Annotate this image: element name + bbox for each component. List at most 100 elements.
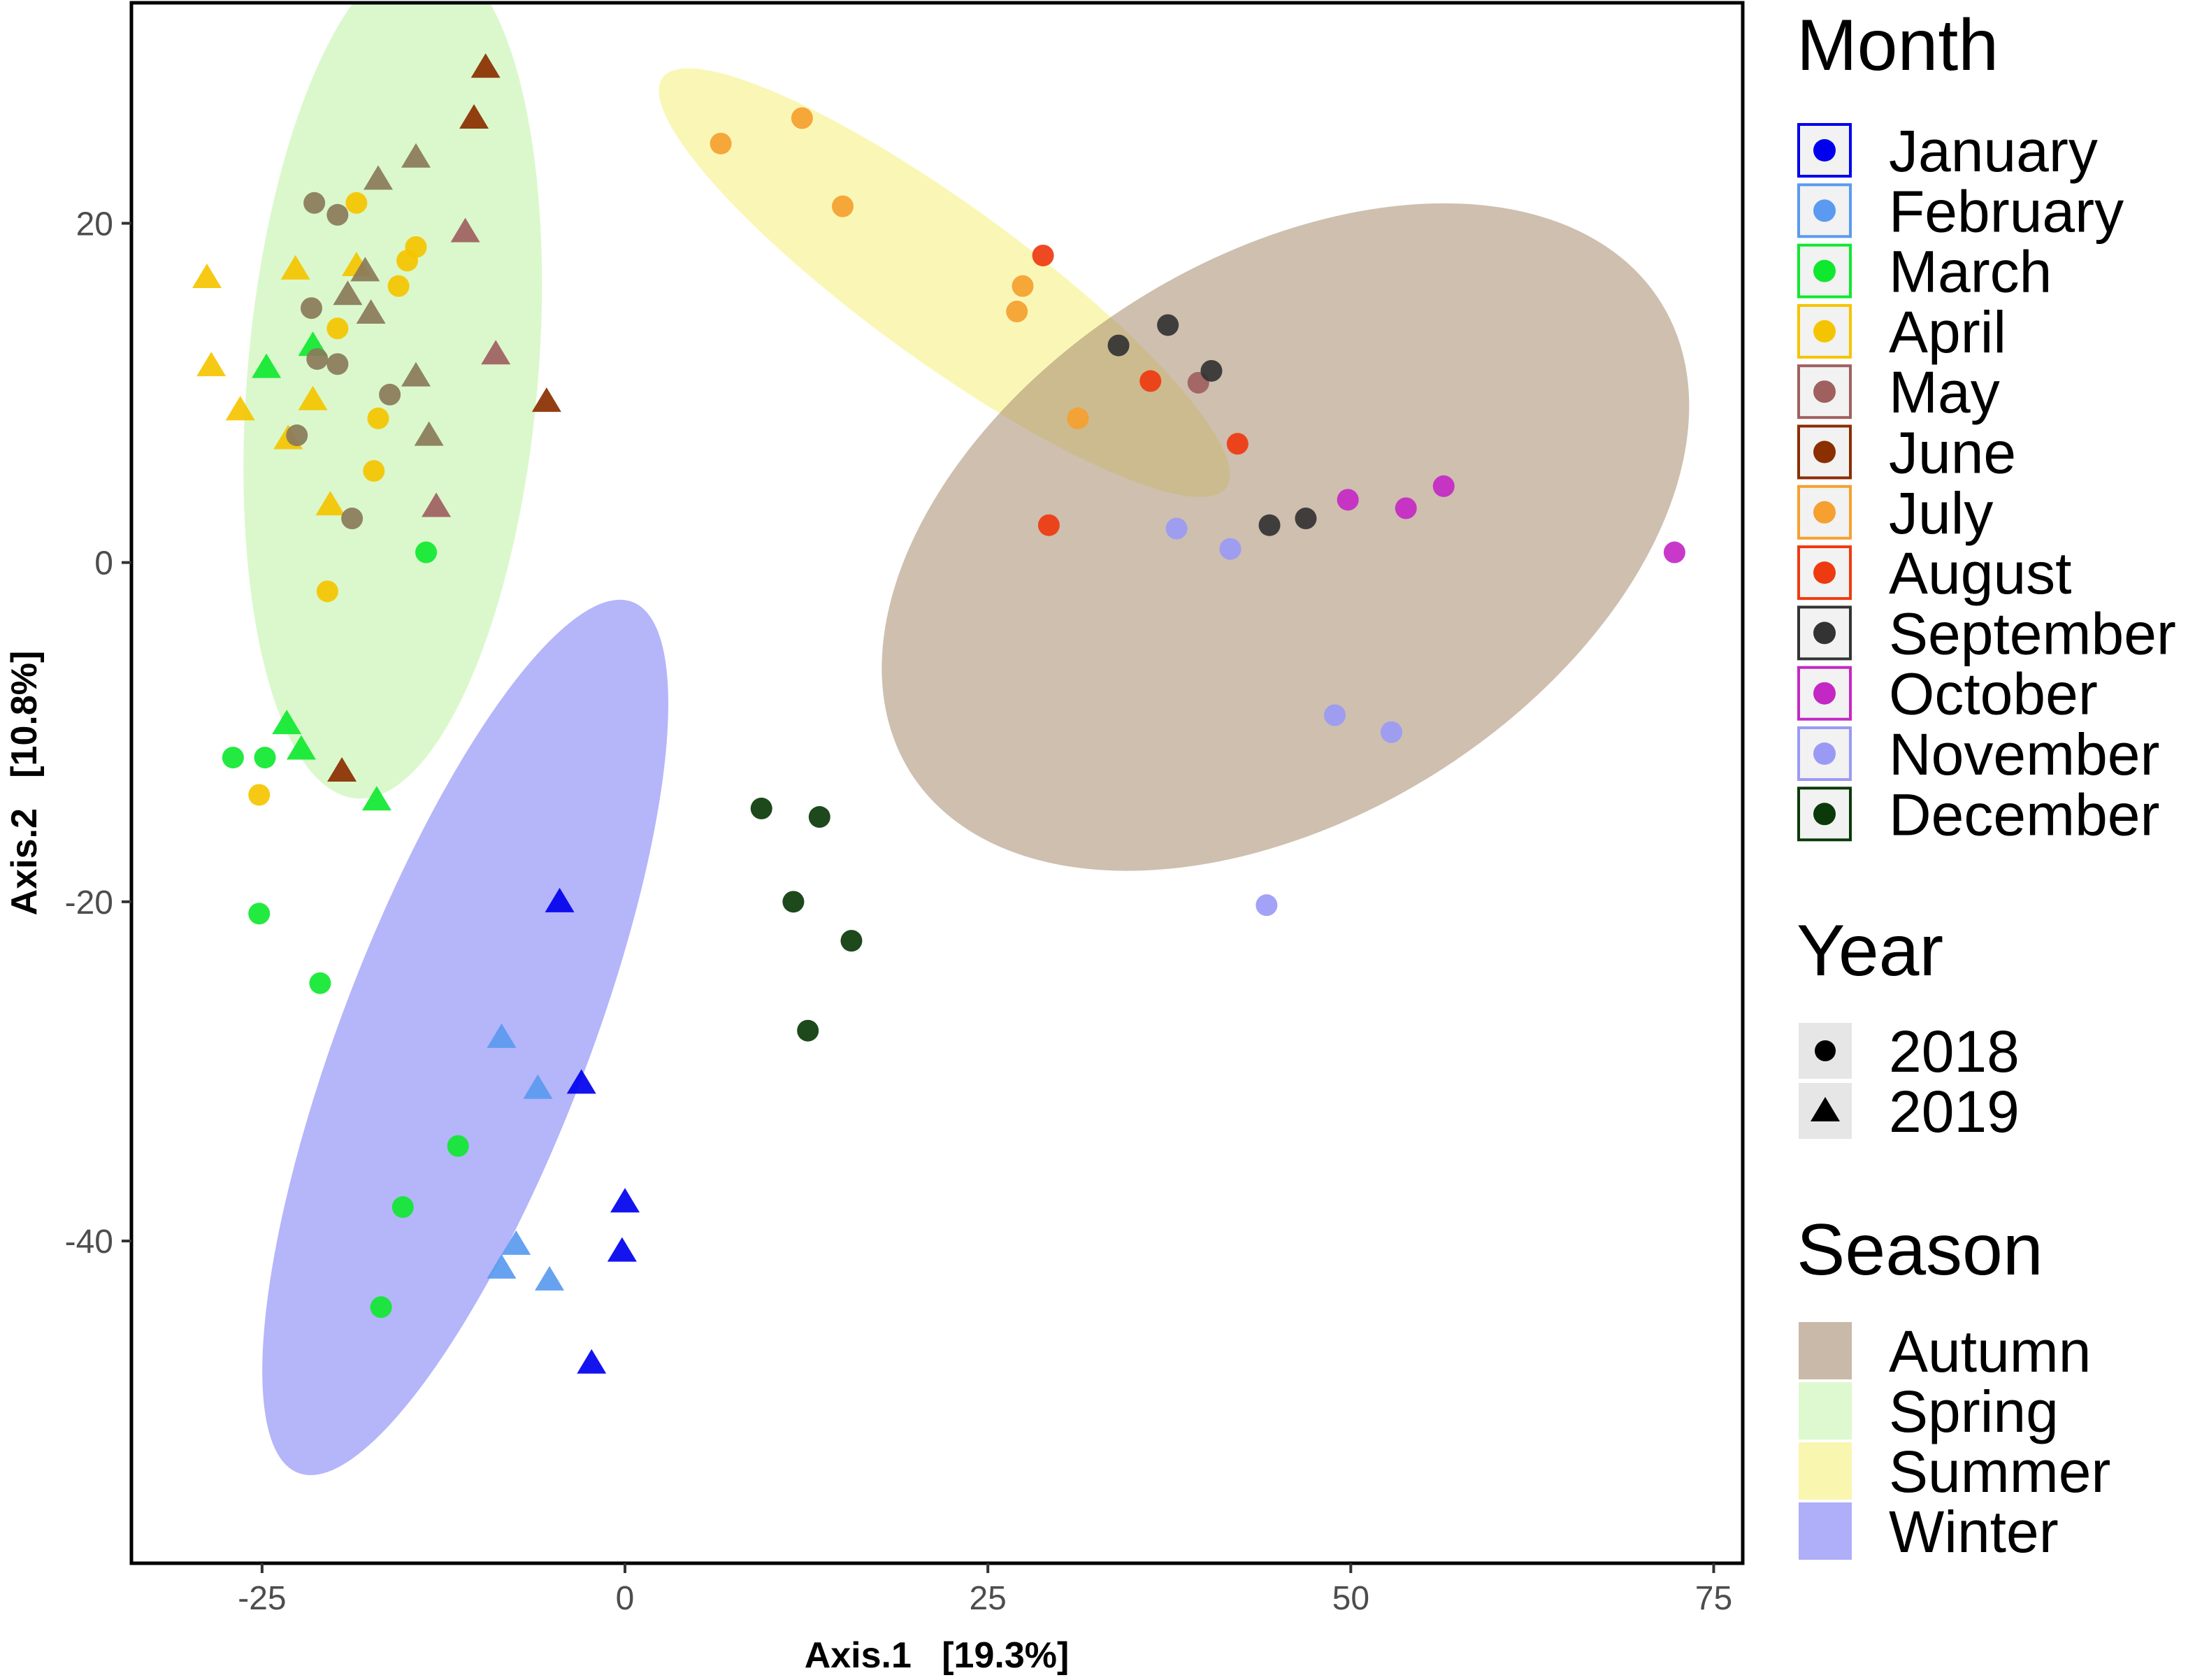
point-spring-overlap-2019 — [401, 143, 431, 168]
legend-season-swatch — [1799, 1502, 1852, 1560]
point-may-2019 — [481, 340, 511, 365]
y-axis-title: Axis.2 [10.8%] — [4, 651, 45, 916]
legend-season-label: Autumn — [1889, 1319, 2092, 1384]
point-april-2019 — [315, 491, 345, 516]
point-september-2018 — [1157, 314, 1179, 336]
point-july-2018 — [1012, 275, 1034, 297]
point-december-2018 — [840, 930, 863, 952]
point-september-2018 — [1200, 359, 1223, 382]
point-july-2018 — [1067, 407, 1089, 429]
legend-month-swatch — [1813, 561, 1836, 584]
point-april-2019 — [225, 396, 255, 421]
legend-season-label: Spring — [1889, 1379, 2059, 1444]
point-april-2018 — [363, 460, 385, 482]
legend-month-swatch — [1813, 622, 1836, 645]
point-august-2018 — [1032, 244, 1054, 266]
point-april-2018 — [345, 192, 368, 214]
legend-month-title: Month — [1797, 5, 1999, 86]
y-tick-label: -40 — [65, 1223, 113, 1261]
point-february-2019 — [487, 1254, 517, 1279]
legend-month-label: August — [1889, 540, 2072, 606]
point-february-2019 — [523, 1074, 553, 1099]
point-march-2019 — [361, 786, 391, 811]
point-november-2018 — [1219, 538, 1242, 560]
point-spring-overlap-2018 — [303, 192, 326, 214]
x-tick-label: 75 — [1695, 1580, 1732, 1617]
point-april-2019 — [298, 385, 328, 410]
point-january-2019 — [607, 1237, 637, 1262]
legend-month-label: January — [1889, 118, 2098, 184]
point-february-2019 — [487, 1023, 517, 1048]
point-november-2018 — [1323, 704, 1346, 726]
point-march-2018 — [309, 972, 331, 994]
legend-year-label: 2018 — [1889, 1019, 2020, 1084]
point-march-2018 — [391, 1196, 414, 1219]
legend-month-label: October — [1889, 661, 2098, 727]
point-march-2018 — [222, 747, 244, 769]
point-march-2019 — [272, 710, 302, 735]
x-axis-title: Axis.1 [19.3%] — [805, 1635, 1070, 1676]
legend-month-label: April — [1889, 299, 2006, 365]
point-october-2018 — [1395, 497, 1417, 519]
x-tick-label: 50 — [1332, 1580, 1369, 1617]
legend-month-label: September — [1889, 601, 2176, 666]
point-july-2018 — [832, 195, 854, 217]
point-january-2019 — [566, 1069, 596, 1094]
legend-month-label: May — [1889, 359, 2000, 425]
point-june-2019 — [470, 53, 501, 78]
point-october-2018 — [1432, 475, 1455, 497]
point-spring-overlap-2018 — [326, 353, 349, 375]
legend-season-swatch — [1799, 1442, 1852, 1500]
x-tick-label: 0 — [616, 1580, 635, 1617]
point-january-2019 — [577, 1349, 607, 1374]
point-july-2018 — [710, 132, 732, 155]
point-april-2019 — [192, 264, 222, 289]
point-spring-overlap-2018 — [379, 383, 401, 405]
point-spring-overlap-2018 — [286, 424, 308, 447]
legend-month-swatch — [1813, 682, 1836, 705]
point-august-2018 — [1037, 514, 1060, 536]
point-spring-overlap-2018 — [300, 297, 322, 320]
legend-season-swatch — [1799, 1382, 1852, 1440]
legend-year-circle — [1815, 1040, 1836, 1061]
point-spring-overlap-2018 — [326, 203, 349, 226]
legend-month-label: December — [1889, 782, 2159, 847]
point-january-2019 — [545, 887, 575, 912]
point-august-2018 — [1226, 433, 1248, 455]
point-july-2018 — [791, 107, 813, 129]
point-march-2018 — [248, 903, 271, 925]
point-november-2018 — [1165, 517, 1188, 540]
point-april-2019 — [196, 352, 226, 377]
legend-month-swatch — [1813, 501, 1836, 524]
point-spring-overlap-2019 — [333, 280, 363, 306]
point-april-2018 — [248, 784, 271, 806]
data-points — [192, 53, 1685, 1374]
point-december-2018 — [782, 891, 805, 913]
point-march-2018 — [254, 747, 276, 769]
legend-month-swatch — [1813, 139, 1836, 161]
legend-year-label: 2019 — [1889, 1079, 2020, 1144]
point-december-2018 — [797, 1019, 819, 1042]
point-spring-overlap-2019 — [350, 257, 380, 282]
point-march-2019 — [252, 353, 282, 378]
point-spring-overlap-2018 — [306, 347, 329, 370]
legend-month-label: July — [1889, 480, 1993, 546]
legend-season-label: Summer — [1889, 1439, 2110, 1505]
legend-month-swatch — [1813, 380, 1836, 403]
point-december-2018 — [808, 806, 830, 828]
point-september-2018 — [1107, 334, 1130, 357]
point-spring-overlap-2019 — [364, 165, 394, 190]
point-september-2018 — [1258, 514, 1281, 536]
point-may-2019 — [450, 217, 480, 243]
point-june-2019 — [459, 103, 489, 129]
point-april-2018 — [326, 317, 349, 340]
point-may-2019 — [422, 492, 452, 517]
point-august-2018 — [1139, 370, 1162, 392]
point-june-2019 — [531, 387, 561, 412]
legend-month: Month JanuaryFebruaryMarchAprilMayJuneJul… — [1797, 5, 2176, 847]
legend-month-swatch — [1813, 199, 1836, 222]
legend-season-label: Winter — [1889, 1499, 2059, 1565]
ellipse-autumn — [881, 203, 1690, 871]
legend-year-title: Year — [1797, 910, 1943, 991]
